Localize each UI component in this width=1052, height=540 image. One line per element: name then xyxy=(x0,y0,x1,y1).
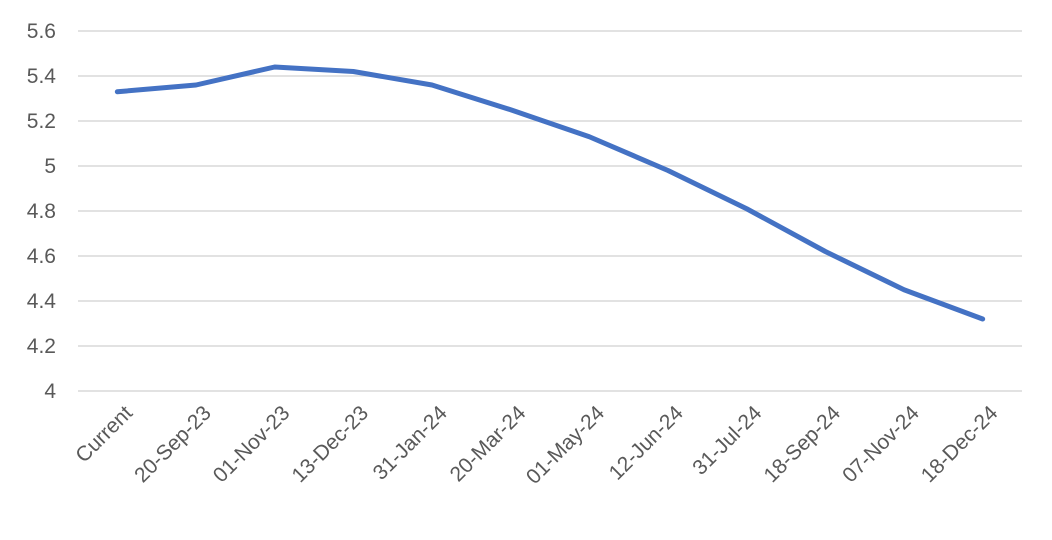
y-tick-label: 4.2 xyxy=(27,335,56,358)
x-tick-label: 12-Jun-24 xyxy=(605,401,688,484)
x-tick-label: 20-Mar-24 xyxy=(446,401,531,486)
x-tick-label: 01-Nov-23 xyxy=(209,402,295,488)
y-tick-label: 5.4 xyxy=(27,65,57,88)
y-tick-label: 5 xyxy=(44,155,56,178)
y-tick-label: 4.6 xyxy=(27,245,56,268)
x-tick-label: 07-Nov-24 xyxy=(838,401,924,487)
x-tick-label: 31-Jan-24 xyxy=(369,401,452,484)
x-tick-label: 18-Sep-24 xyxy=(759,401,845,487)
x-tick-label: 18-Dec-24 xyxy=(917,401,1003,487)
y-tick-label: 4.8 xyxy=(27,200,56,223)
x-tick-label: 31-Jul-24 xyxy=(688,401,766,479)
y-tick-label: 4.4 xyxy=(27,290,57,313)
y-tick-label: 4 xyxy=(44,380,56,403)
x-tick-label: Current xyxy=(71,401,137,467)
line xyxy=(114,64,986,322)
x-tick-label: 13-Dec-23 xyxy=(288,402,374,488)
x-tick-label: 01-May-24 xyxy=(522,401,609,488)
x-tick-label: 20-Sep-23 xyxy=(130,402,216,488)
y-tick-label: 5.2 xyxy=(27,110,56,133)
y-tick-label: 5.6 xyxy=(27,20,56,43)
